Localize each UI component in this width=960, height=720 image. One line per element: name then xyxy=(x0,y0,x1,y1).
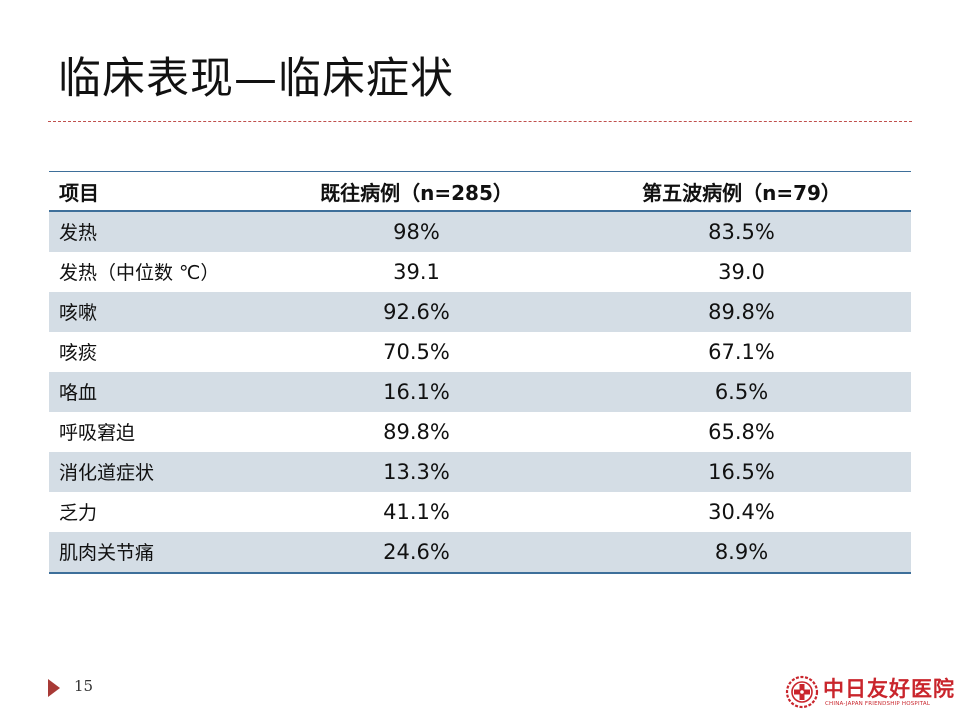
row-item: 肌肉关节痛 xyxy=(49,532,261,574)
table-row: 呼吸窘迫 89.8% 65.8% xyxy=(49,412,911,452)
row-past-value: 89.8% xyxy=(383,420,450,444)
title-divider xyxy=(48,121,912,122)
table-row: 咳嗽 92.6% 89.8% xyxy=(49,292,911,332)
row-past-value: 39.1 xyxy=(393,260,440,284)
table-row: 发热（中位数 ℃） 39.1 39.0 xyxy=(49,252,911,292)
row-wave5-value: 30.4% xyxy=(708,500,775,524)
row-wave5-value: 67.1% xyxy=(708,340,775,364)
slide-title: 临床表现—临床症状 xyxy=(58,54,454,104)
table-row: 肌肉关节痛 24.6% 8.9% xyxy=(49,532,911,574)
table-row: 咯血 16.1% 6.5% xyxy=(49,372,911,412)
row-past-value: 41.1% xyxy=(383,500,450,524)
row-item: 发热（中位数 ℃） xyxy=(59,262,220,284)
page-number: 15 xyxy=(74,677,94,695)
footer-triangle-icon xyxy=(48,679,60,697)
row-past-value: 92.6% xyxy=(261,292,572,332)
row-wave5-value: 16.5% xyxy=(572,452,911,492)
row-wave5-value: 39.0 xyxy=(718,260,765,284)
symptoms-table: 项目 既往病例（n=285） 第五波病例（n=79） 发热 98% 83.5% … xyxy=(49,171,911,574)
row-item: 发热 xyxy=(49,211,261,252)
row-item: 消化道症状 xyxy=(49,452,261,492)
row-wave5-value: 83.5% xyxy=(572,211,911,252)
row-past-value: 98% xyxy=(261,211,572,252)
row-past-value: 24.6% xyxy=(261,532,572,574)
row-item: 咯血 xyxy=(49,372,261,412)
row-item: 呼吸窘迫 xyxy=(59,422,136,444)
hospital-seal-icon xyxy=(785,675,819,709)
row-past-value: 16.1% xyxy=(261,372,572,412)
hospital-logo: 中日友好医院 CHINA-JAPAN FRIENDSHIP HOSPITAL xyxy=(785,673,954,713)
row-past-value: 13.3% xyxy=(261,452,572,492)
table-row: 咳痰 70.5% 67.1% xyxy=(49,332,911,372)
table-row: 乏力 41.1% 30.4% xyxy=(49,492,911,532)
row-item: 咳痰 xyxy=(59,342,98,364)
table-row: 消化道症状 13.3% 16.5% xyxy=(49,452,911,492)
header-item: 项目 xyxy=(49,171,261,212)
row-wave5-value: 6.5% xyxy=(572,372,911,412)
row-past-value: 70.5% xyxy=(383,340,450,364)
header-past-cases: 既往病例（n=285） xyxy=(261,171,572,212)
table-header-row: 项目 既往病例（n=285） 第五波病例（n=79） xyxy=(49,171,911,212)
row-wave5-value: 8.9% xyxy=(572,532,911,574)
header-fifth-wave-cases: 第五波病例（n=79） xyxy=(572,171,911,212)
row-item: 咳嗽 xyxy=(49,292,261,332)
row-wave5-value: 65.8% xyxy=(708,420,775,444)
row-wave5-value: 89.8% xyxy=(572,292,911,332)
logo-chinese-name: 中日友好医院 xyxy=(823,676,955,701)
table-row: 发热 98% 83.5% xyxy=(49,211,911,252)
logo-english-name: CHINA-JAPAN FRIENDSHIP HOSPITAL xyxy=(825,701,931,707)
row-item: 乏力 xyxy=(59,502,98,524)
